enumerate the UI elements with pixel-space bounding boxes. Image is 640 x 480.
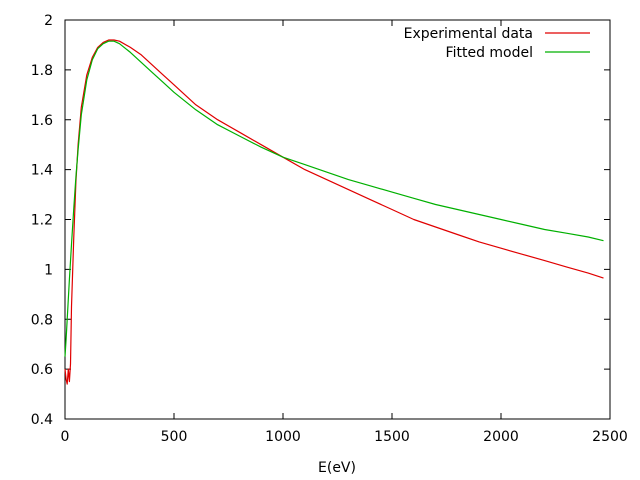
series-group	[64, 39, 604, 385]
y-tick-label: 1.2	[31, 213, 53, 229]
y-tick-label: 1	[44, 262, 53, 278]
y-tick-label: 1.6	[31, 113, 53, 129]
x-tick-label: 1500	[374, 429, 410, 445]
x-tick-label: 2500	[592, 429, 628, 445]
series-line-fitted-model	[64, 40, 604, 357]
y-tick-label: 0.4	[31, 412, 53, 428]
axis-tick-labels: 0 500 1000 1500 2000 2500 0.4 0.6 0.8 1 1.2 1.4 1.6 1…	[31, 13, 628, 445]
legend-label: Experimental data	[404, 26, 533, 42]
series-line-experimental-data	[64, 39, 604, 385]
x-tick-label: 0	[61, 429, 70, 445]
y-tick-label: 1.4	[31, 163, 53, 179]
x-tick-label: 2000	[483, 429, 519, 445]
plot-frame	[64, 19, 611, 420]
legend-label: Fitted model	[446, 45, 533, 61]
axis-ticks	[64, 19, 611, 420]
y-tick-label: 0.8	[31, 312, 53, 328]
y-tick-label: 2	[44, 13, 53, 29]
x-tick-label: 500	[161, 429, 188, 445]
legend: Experimental data Fitted model	[404, 26, 590, 61]
x-axis-label: E(eV)	[318, 460, 356, 476]
y-tick-label: 0.6	[31, 362, 53, 378]
x-tick-label: 1000	[265, 429, 301, 445]
y-tick-label: 1.8	[31, 63, 53, 79]
